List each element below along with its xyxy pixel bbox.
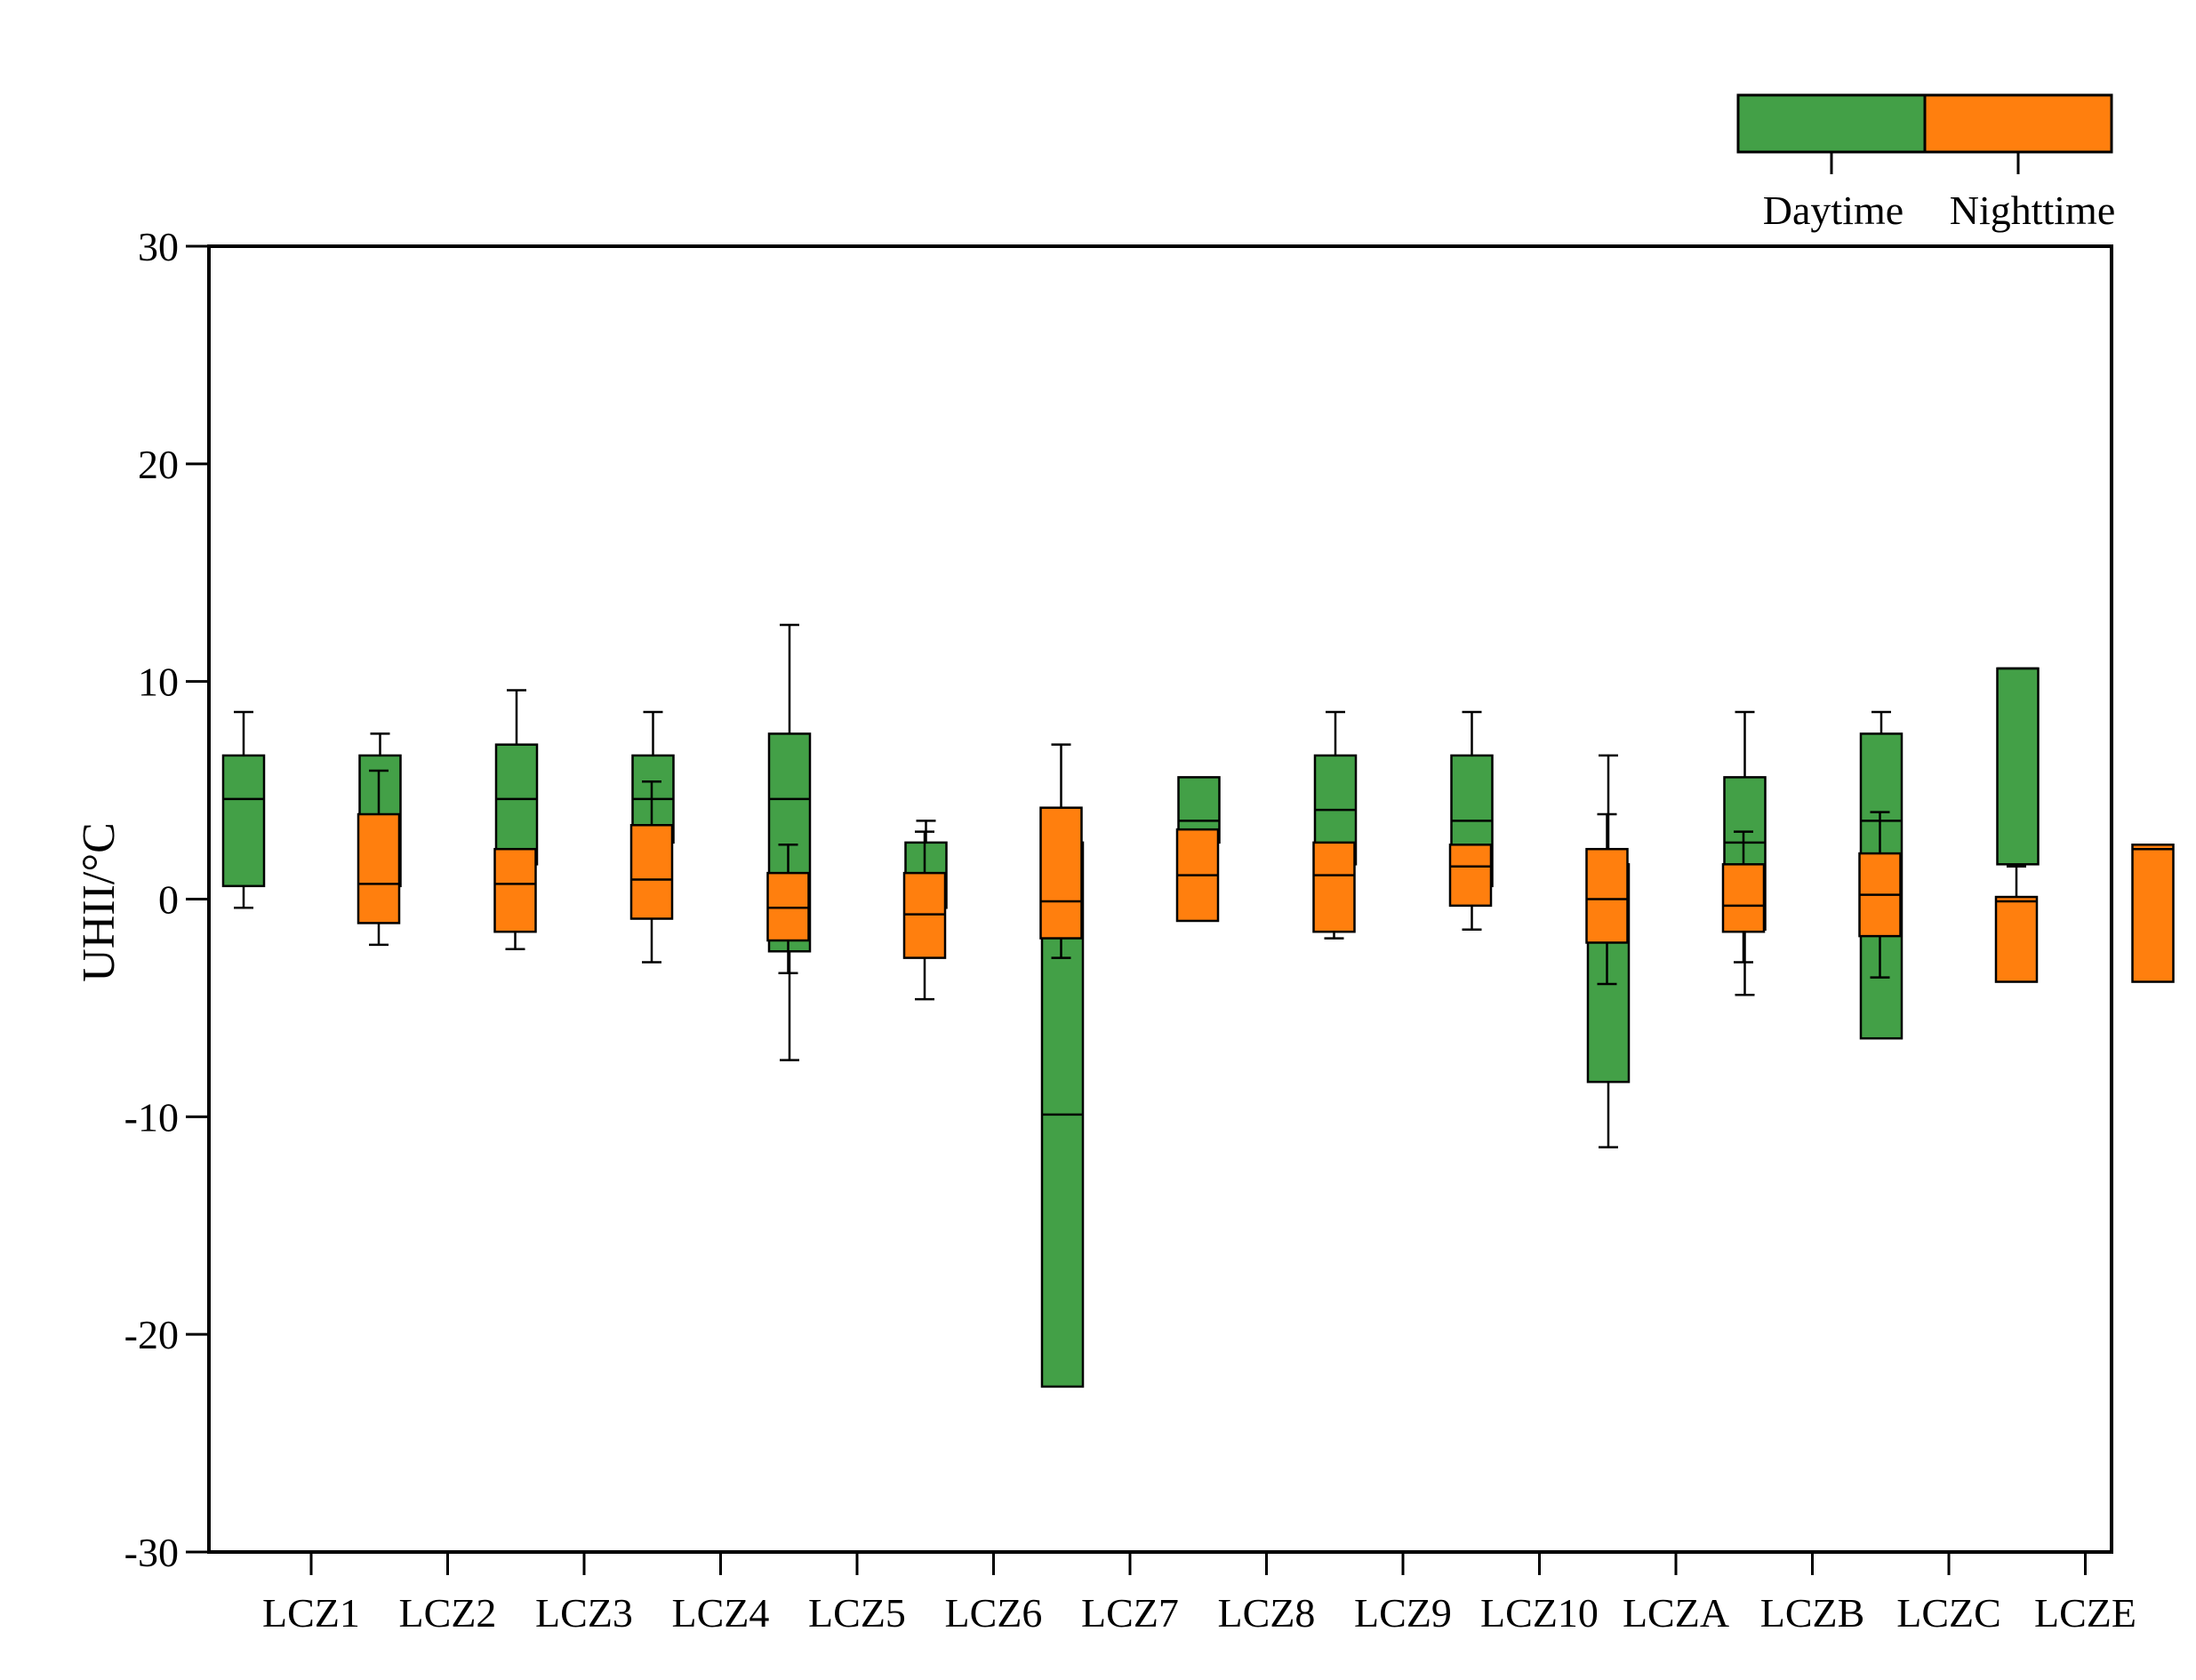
y-tick-label: 30 — [138, 224, 179, 269]
y-tick-label: -10 — [124, 1094, 179, 1140]
legend-swatch-daytime — [1736, 93, 1927, 154]
box-nighttime-lcz2 — [493, 847, 537, 951]
box-iqr — [1721, 863, 1766, 933]
box-nighttime-lcz9 — [1448, 844, 1493, 908]
x-tick-label: LCZ5 — [808, 1590, 906, 1636]
box-nighttime-lcz7 — [1175, 828, 1220, 923]
box-nighttime-lczc — [1994, 865, 2039, 983]
x-tick-label: LCZ1 — [262, 1590, 360, 1636]
box-iqr — [1994, 895, 2039, 983]
x-tick-label: LCZ3 — [535, 1590, 633, 1636]
box-nighttime-lcz1 — [357, 769, 401, 947]
box-iqr — [494, 743, 539, 866]
y-tick-label: -30 — [124, 1530, 179, 1575]
y-tick-label: 10 — [138, 660, 179, 705]
y-tick-label: -20 — [124, 1312, 179, 1357]
box-nighttime-lcz6 — [1039, 743, 1083, 959]
box-iqr — [2131, 844, 2175, 983]
x-tick-label: LCZ7 — [1081, 1590, 1179, 1636]
box-daytime-lcze — [1996, 667, 2040, 866]
box-nighttime-lcz8 — [1312, 841, 1356, 940]
box-daytime-lcz5 — [767, 623, 812, 1061]
y-tick-label: 0 — [158, 877, 179, 923]
box-iqr — [1039, 806, 1083, 940]
x-tick-label: LCZ8 — [1218, 1590, 1316, 1636]
x-tick-label: LCZ9 — [1354, 1590, 1452, 1636]
box-nighttime-lcze — [2131, 844, 2175, 983]
x-tick-label: LCZ6 — [945, 1590, 1043, 1636]
x-tick-label: LCZ2 — [399, 1590, 497, 1636]
x-tick-label: LCZ4 — [672, 1590, 770, 1636]
legend-swatch-nighttime — [1923, 93, 2113, 154]
x-tick-label: LCZC — [1896, 1590, 2001, 1636]
y-axis: 30 20 10 0 -10 -20 -30 — [124, 224, 209, 1575]
legend-frame — [1736, 93, 2113, 154]
box-iqr — [357, 812, 401, 924]
x-tick-label: LCZB — [1760, 1590, 1865, 1636]
box-iqr — [493, 847, 537, 933]
y-tick-label: 20 — [138, 442, 179, 487]
box-daytime-lcz1 — [221, 710, 266, 909]
legend-label-nighttime: Nighttime — [1950, 188, 2116, 233]
box-daytime-lczb — [1723, 710, 1767, 996]
box-iqr — [221, 754, 266, 888]
box-nighttime-lcz5 — [902, 830, 947, 1001]
box-iqr — [1996, 667, 2040, 866]
plot-frame — [207, 244, 2113, 1554]
box-series — [221, 623, 2175, 1388]
x-tick-label: LCZA — [1623, 1590, 1729, 1636]
box-nighttime-lcz3 — [629, 780, 674, 964]
x-axis: LCZ1 LCZ2 LCZ3 LCZ4 LCZ5 LCZ6 LCZ7 LCZ8 LCZ9 LCZ1… — [262, 1552, 2136, 1636]
box-nighttime-lcza — [1721, 830, 1766, 964]
x-tick-label: LCZ10 — [1480, 1590, 1599, 1636]
box-iqr — [629, 824, 674, 920]
box-iqr — [1312, 841, 1356, 933]
legend-label-daytime: Daytime — [1763, 188, 1903, 233]
box-nighttime-lczb — [1858, 811, 1902, 979]
legend: Daytime Nighttime — [1736, 93, 2116, 233]
box-nighttime-lcz4 — [766, 844, 810, 974]
box-nighttime-lcz10 — [1585, 812, 1629, 986]
x-tick-label: LCZE — [2034, 1590, 2136, 1636]
y-axis-title: UHII/°C — [74, 822, 124, 982]
box-iqr — [1448, 844, 1493, 908]
box-iqr — [1585, 847, 1629, 944]
